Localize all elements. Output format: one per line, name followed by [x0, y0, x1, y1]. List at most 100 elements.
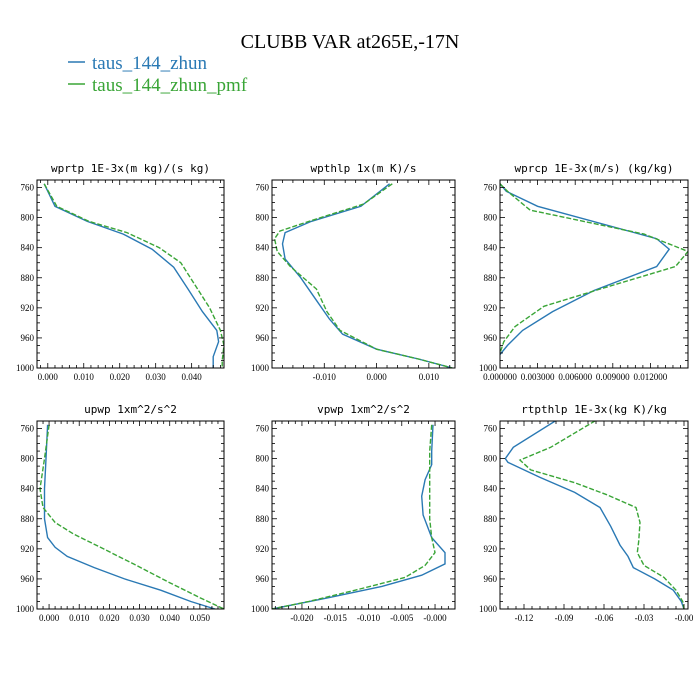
plot-frame: [499, 420, 689, 610]
y-tick-label: 800: [484, 213, 498, 223]
y-tick-label: 920: [484, 303, 498, 313]
plot-frame: [36, 179, 225, 369]
y-tick-label: 760: [256, 183, 270, 193]
y-tick-label: 1000: [16, 363, 35, 373]
panel-title: vpwp 1xm^2/s^2: [317, 403, 410, 416]
panel-title: wprtp 1E-3x(m kg)/(s kg): [51, 162, 210, 175]
x-tick-label: 0.010: [69, 613, 90, 623]
y-tick-label: 840: [21, 484, 35, 494]
series-line-0: [43, 183, 220, 368]
x-tick-label: -0.020: [290, 613, 314, 623]
y-tick-label: 760: [484, 424, 498, 434]
x-tick-label: 0.000: [366, 372, 387, 382]
panel-title: rtpthlp 1E-3x(kg K)/kg: [521, 403, 667, 416]
y-tick-label: 960: [256, 333, 270, 343]
x-tick-label: -0.12: [515, 613, 534, 623]
x-tick-label: 0.030: [129, 613, 150, 623]
y-tick-label: 800: [256, 454, 270, 464]
y-tick-label: 1000: [251, 363, 270, 373]
x-tick-label: -0.06: [595, 613, 614, 623]
x-tick-label: 0.030: [146, 372, 167, 382]
series-line-1: [518, 421, 685, 609]
x-tick-label: 0.010: [74, 372, 95, 382]
series-line-1: [500, 183, 688, 354]
series-line-0: [281, 183, 453, 368]
x-tick-label: 0.050: [190, 613, 211, 623]
x-tick-label: -0.010: [357, 613, 381, 623]
y-tick-label: 840: [256, 484, 270, 494]
series-line-1: [43, 183, 224, 368]
y-tick-label: 800: [484, 454, 498, 464]
y-tick-label: 1000: [479, 604, 498, 614]
x-tick-label: 0.020: [99, 613, 120, 623]
x-tick-label: 0.009000: [596, 372, 630, 382]
series-line-1: [273, 183, 453, 368]
y-tick-label: 960: [484, 333, 498, 343]
series-line-0: [500, 183, 671, 355]
x-tick-label: 0.006000: [558, 372, 592, 382]
y-tick-label: 800: [256, 213, 270, 223]
series-line-0: [504, 421, 685, 609]
y-tick-label: 760: [256, 424, 270, 434]
x-tick-label: 0.040: [182, 372, 203, 382]
y-tick-label: 840: [484, 484, 498, 494]
x-tick-label: -0.03: [635, 613, 654, 623]
y-tick-label: 1000: [16, 604, 35, 614]
y-tick-label: 960: [484, 574, 498, 584]
figure-title: CLUBB VAR at265E,-17N: [241, 31, 460, 53]
x-tick-label: 0.020: [110, 372, 131, 382]
x-tick-label: -0.005: [390, 613, 414, 623]
panel-5: rtpthlp 1E-3x(kg K)/kg 760 800 840 880 920 960…: [479, 403, 694, 623]
y-tick-label: 960: [21, 333, 35, 343]
y-tick-label: 920: [484, 544, 498, 554]
x-tick-label: -0.09: [555, 613, 574, 623]
y-tick-label: 840: [256, 243, 270, 253]
series-line-1: [272, 424, 436, 609]
x-tick-label: -0.015: [324, 613, 348, 623]
x-tick-label: 0.012000: [634, 372, 668, 382]
y-tick-label: 880: [21, 514, 35, 524]
plot-frame: [36, 420, 225, 610]
y-tick-label: 880: [256, 514, 270, 524]
y-tick-label: 760: [484, 183, 498, 193]
y-tick-label: 880: [484, 514, 498, 524]
plot-frame: [271, 420, 456, 610]
x-tick-label: -0.010: [313, 372, 337, 382]
series-line-0: [43, 424, 216, 609]
x-tick-label: -0.00: [675, 613, 694, 623]
y-tick-label: 880: [21, 273, 35, 283]
y-tick-label: 880: [484, 273, 498, 283]
panel-title: wpthlp 1x(m K)/s: [311, 162, 417, 175]
panel-title: wprcp 1E-3x(m/s) (kg/kg): [515, 162, 674, 175]
legend-label-0: taus_144_zhun: [92, 53, 208, 74]
panel-2: wprcp 1E-3x(m/s) (kg/kg) 760 800 840 880 920 9…: [479, 162, 689, 382]
y-tick-label: 1000: [251, 604, 270, 614]
x-tick-label: 0.000000: [483, 372, 517, 382]
y-tick-label: 920: [256, 544, 270, 554]
y-tick-label: 840: [21, 243, 35, 253]
panel-1: wpthlp 1x(m K)/s 760 800 840 880 920 960 1000 -0…: [251, 162, 456, 382]
panel-title: upwp 1xm^2/s^2: [84, 403, 177, 416]
y-tick-label: 800: [21, 454, 35, 464]
panels-group: wprtp 1E-3x(m kg)/(s kg) 760 800 840 880 920 9…: [16, 162, 694, 623]
y-tick-label: 1000: [479, 363, 498, 373]
legend-label-1: taus_144_zhun_pmf: [92, 75, 248, 96]
x-tick-label: 0.040: [160, 613, 181, 623]
legend: taus_144_zhun taus_144_zhun_pmf: [68, 53, 248, 96]
plot-frame: [271, 179, 456, 369]
y-tick-label: 920: [21, 303, 35, 313]
y-tick-label: 920: [256, 303, 270, 313]
y-tick-label: 800: [21, 213, 35, 223]
y-tick-label: 840: [484, 243, 498, 253]
x-tick-label: 0.000: [38, 372, 59, 382]
panel-4: vpwp 1xm^2/s^2 760 800 840 880 920 960 1000 -0.0…: [251, 403, 456, 623]
y-tick-label: 920: [21, 544, 35, 554]
x-tick-label: -0.000: [423, 613, 447, 623]
x-tick-label: 0.000: [39, 613, 60, 623]
y-tick-label: 960: [21, 574, 35, 584]
x-tick-label: 0.003000: [521, 372, 555, 382]
panel-3: upwp 1xm^2/s^2 760 800 840 880 920 960 1000 0.00…: [16, 403, 225, 623]
series-line-0: [272, 424, 446, 609]
y-tick-label: 880: [256, 273, 270, 283]
